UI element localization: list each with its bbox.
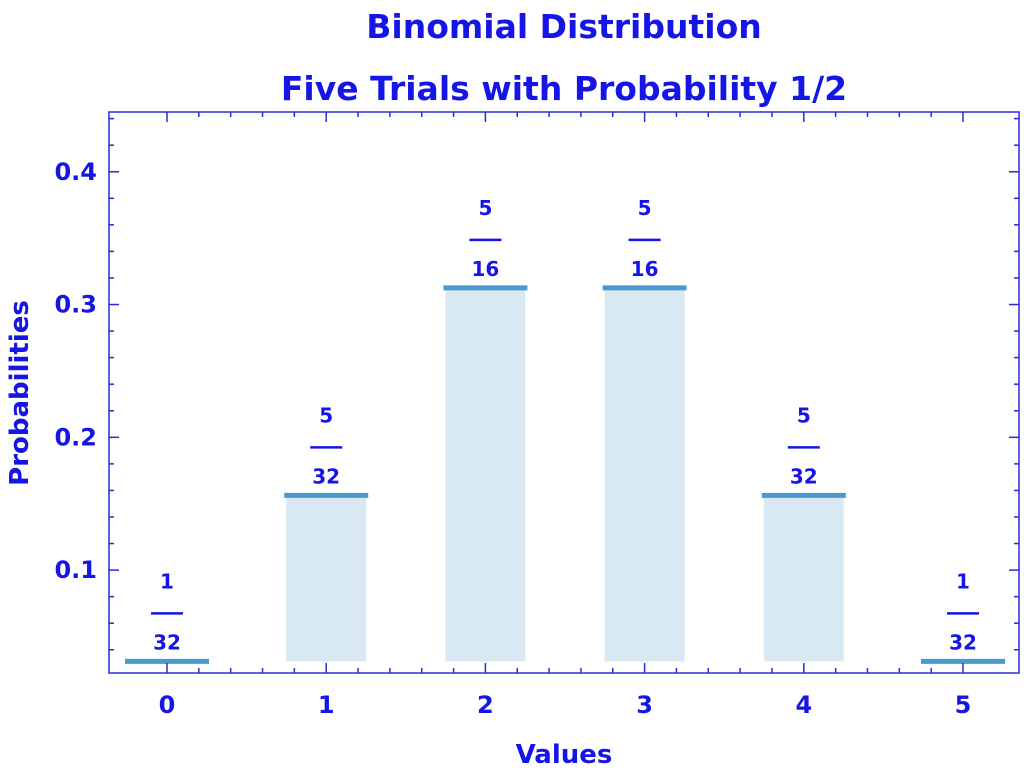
x-tick-label-4: 4 bbox=[795, 691, 812, 719]
x-tick-label-0: 0 bbox=[159, 691, 176, 719]
data-labels-group: 1 32 5 32 5 16 5 16 5 32 1 32 bbox=[151, 196, 979, 654]
data-label-denominator: 32 bbox=[790, 464, 818, 488]
data-label-denominator: 32 bbox=[153, 630, 181, 654]
x-tick-label-5: 5 bbox=[955, 691, 972, 719]
data-label-denominator: 32 bbox=[312, 464, 340, 488]
bar-1 bbox=[286, 495, 367, 662]
data-label-numerator: 5 bbox=[638, 196, 652, 220]
bar-2 bbox=[445, 287, 526, 662]
bars-group bbox=[125, 285, 1005, 664]
x-tick-label-3: 3 bbox=[636, 691, 653, 719]
y-tick-label: 0.4 bbox=[54, 158, 97, 186]
bar-3 bbox=[604, 287, 685, 662]
y-axis-ticks: 0.1 0.2 0.3 0.4 bbox=[54, 117, 1019, 651]
data-label-numerator: 1 bbox=[160, 569, 174, 593]
bar-4 bbox=[763, 495, 844, 662]
chart-subtitle: Five Trials with Probability 1/2 bbox=[281, 69, 847, 108]
data-label-denominator: 16 bbox=[471, 257, 499, 281]
y-tick-label: 0.1 bbox=[54, 556, 97, 584]
x-tick-label-2: 2 bbox=[477, 691, 494, 719]
x-axis-ticks: 0 1 2 3 4 5 bbox=[159, 112, 972, 719]
data-label-numerator: 5 bbox=[319, 403, 333, 427]
plot-frame bbox=[108, 111, 1020, 674]
data-label-numerator: 5 bbox=[797, 403, 811, 427]
y-tick-label: 0.3 bbox=[54, 291, 97, 319]
x-tick-label-1: 1 bbox=[318, 691, 335, 719]
data-label-numerator: 5 bbox=[478, 196, 492, 220]
data-label-denominator: 16 bbox=[631, 257, 659, 281]
data-label-numerator: 1 bbox=[956, 569, 970, 593]
data-label-denominator: 32 bbox=[949, 630, 977, 654]
y-axis-label: Probabilities bbox=[5, 300, 35, 486]
x-axis-label: Values bbox=[516, 740, 613, 770]
y-tick-label: 0.2 bbox=[54, 423, 97, 451]
chart-title: Binomial Distribution bbox=[366, 7, 761, 46]
